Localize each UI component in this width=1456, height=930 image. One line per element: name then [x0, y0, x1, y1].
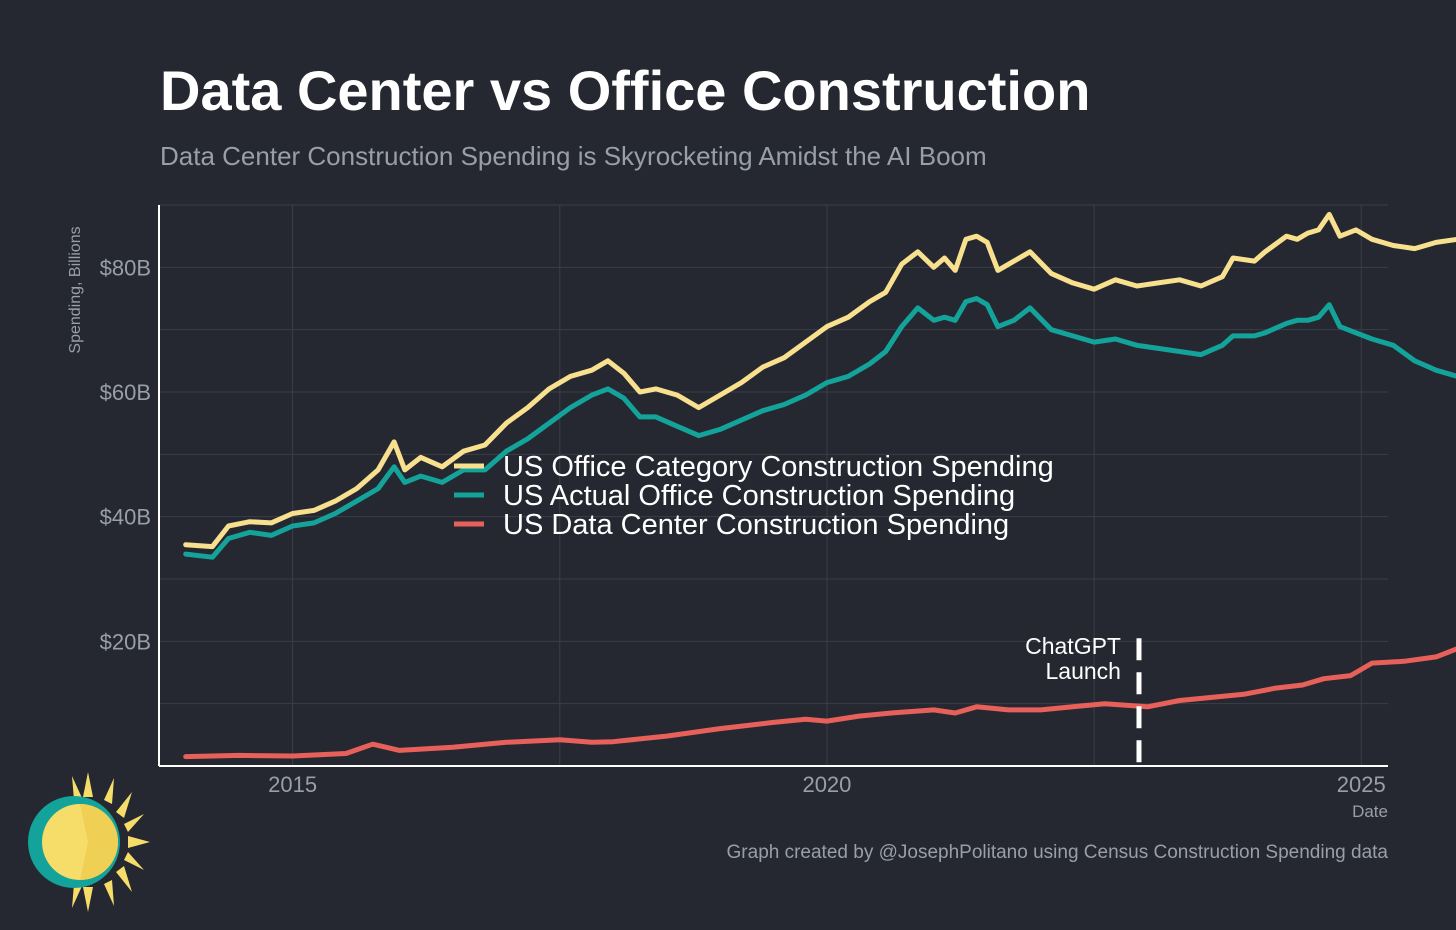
- y-tick-label: $60B: [100, 380, 151, 405]
- annotation-label: ChatGPT: [1025, 633, 1121, 659]
- chart-grid: [159, 204, 1388, 766]
- page-title: Data Center vs Office Construction: [160, 59, 1091, 122]
- actual-office-line: [183, 296, 1456, 560]
- legend-label: US Data Center Construction Spending: [503, 509, 1009, 541]
- sun-logo-icon: [28, 772, 150, 912]
- source-credit: Graph created by @JosephPolitano using C…: [726, 842, 1388, 863]
- x-axis-title: Date: [1352, 802, 1388, 821]
- y-tick-label: $40B: [100, 505, 151, 530]
- y-tick-label: $80B: [100, 255, 151, 280]
- x-tick-label: 2015: [268, 772, 317, 797]
- y-axis-title: Spending, Billions: [67, 226, 84, 353]
- legend-label: US Office Category Construction Spending: [503, 451, 1054, 483]
- annotation-label: Launch: [1046, 658, 1121, 684]
- data-center-line: [183, 646, 1456, 760]
- page-subtitle: Data Center Construction Spending is Sky…: [160, 141, 987, 171]
- office-category-line: [183, 211, 1456, 550]
- y-tick-label: $20B: [100, 629, 151, 654]
- x-tick-label: 2020: [802, 772, 851, 797]
- chart-legend: US Office Category Construction Spending…: [454, 451, 1054, 541]
- chart-series: [183, 211, 1456, 760]
- chart-axes: $20B $40B $60B $80B 2015 2020 2025 Date Spending…: [67, 205, 1388, 821]
- legend-label: US Actual Office Construction Spending: [503, 480, 1015, 512]
- x-tick-label: 2025: [1337, 772, 1386, 797]
